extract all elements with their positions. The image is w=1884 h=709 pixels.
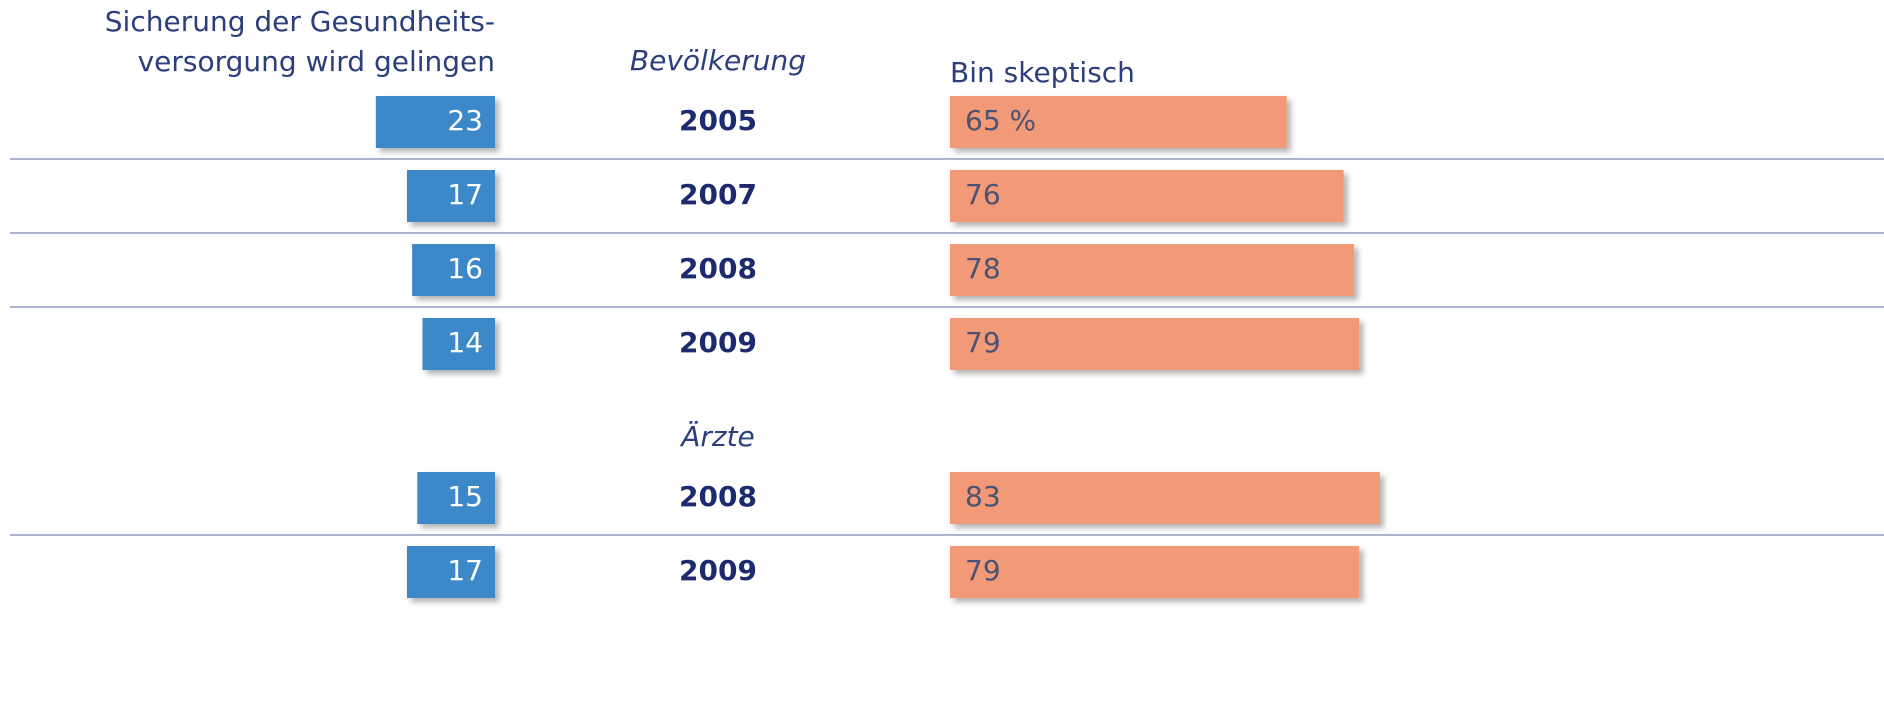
category-label: 2008	[679, 480, 757, 513]
bar	[950, 472, 1380, 524]
bar	[950, 546, 1360, 598]
value-label: 79	[965, 554, 1001, 587]
category-label: 2005	[679, 104, 757, 137]
group-title: Ärzte	[679, 420, 755, 453]
bar	[406, 170, 495, 222]
bar	[412, 244, 495, 296]
left-series-header: Sicherung der Gesundheits- versorgung wi…	[104, 5, 495, 78]
bar	[950, 318, 1360, 370]
bar	[422, 318, 495, 370]
value-label: 16	[447, 252, 483, 285]
category-label: 2007	[679, 178, 757, 211]
category-label: 2009	[679, 554, 757, 587]
category-label: 2008	[679, 252, 757, 285]
value-label: 17	[447, 178, 483, 211]
value-label: 79	[965, 326, 1001, 359]
bar	[375, 96, 495, 148]
bar	[417, 472, 495, 524]
value-label: 78	[965, 252, 1001, 285]
value-label: 76	[965, 178, 1001, 211]
category-label: 2009	[679, 326, 757, 359]
value-label: 65 %	[965, 104, 1036, 137]
value-label: 23	[447, 104, 483, 137]
group-title: Bevölkerung	[630, 44, 806, 77]
value-label: 15	[447, 480, 483, 513]
value-label: 17	[447, 554, 483, 587]
bar	[950, 96, 1287, 148]
right-series-header: Bin skeptisch	[950, 56, 1135, 89]
bar	[406, 546, 495, 598]
bar	[950, 170, 1344, 222]
bar	[950, 244, 1355, 296]
value-label: 14	[447, 326, 483, 359]
value-label: 83	[965, 480, 1001, 513]
